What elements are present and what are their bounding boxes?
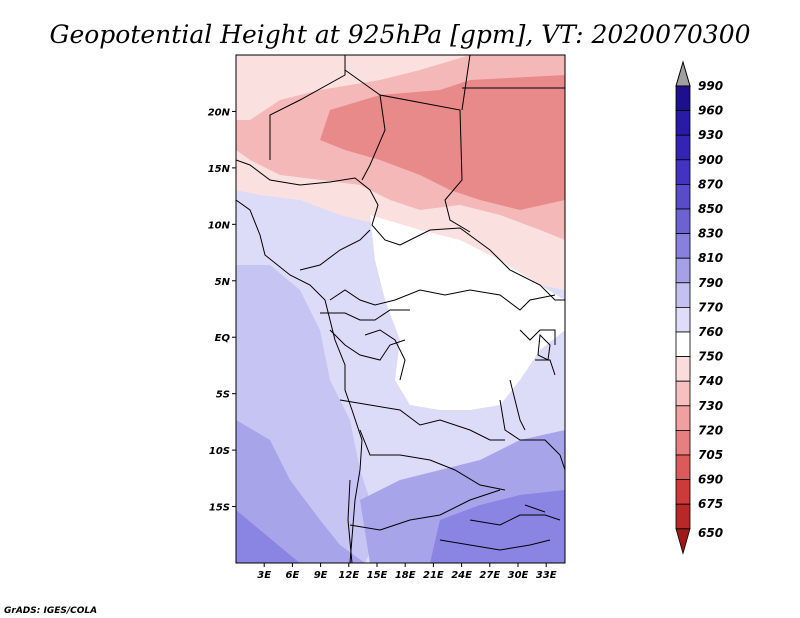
lon-tick-label: 6E [286, 570, 300, 581]
field-light-pink-2 [236, 150, 565, 290]
colorbar-swatch [675, 85, 691, 112]
lon-tick-label: 18E [395, 570, 416, 581]
colorbar-label: 740 [698, 374, 723, 388]
colorbar-swatch [675, 183, 691, 210]
field-light-pink [236, 55, 470, 120]
colorbar-top-arrow [675, 60, 691, 87]
map-panel [236, 55, 565, 563]
lon-tick-label: 24E [451, 570, 472, 581]
field-mid-blue [236, 420, 365, 563]
lat-tick-label: 20N [208, 107, 231, 118]
lat-tick-label: 5N [215, 277, 231, 288]
field-deep-blue [236, 510, 300, 563]
colorbar: 990 960 930 900 870 850 830 810 790 770 760 750 740 7… [675, 60, 723, 555]
colorbar-label: 650 [698, 526, 723, 540]
colorbar-swatch [675, 306, 691, 333]
colorbar-swatch [675, 233, 691, 259]
colorbar-label: 730 [698, 399, 723, 413]
lat-tick-label: 15S [209, 503, 230, 514]
colorbar-label: 900 [698, 153, 723, 167]
lat-tick-label: 10S [209, 446, 230, 457]
colorbar-swatch [675, 503, 691, 530]
colorbar-label: 690 [698, 473, 723, 487]
lat-tick-label: 15N [208, 164, 231, 175]
colorbar-label: 720 [698, 423, 723, 437]
latitude-axis: 20N 15N 10N 5N EQ 5S 10S 15S [208, 107, 236, 514]
colorbar-label: 930 [698, 128, 723, 142]
colorbar-swatch [675, 331, 691, 358]
credit-label: GrADS: IGES/COLA [4, 606, 97, 616]
colorbar-swatch [675, 110, 691, 136]
lakes [509, 333, 551, 513]
colorbar-label: 960 [698, 104, 723, 118]
colorbar-label: 870 [698, 177, 723, 191]
lon-tick-label: 33E [536, 570, 557, 581]
colorbar-label: 810 [698, 251, 723, 265]
lon-tick-label: 9E [314, 570, 328, 581]
lon-tick-label: 27E [479, 570, 500, 581]
colorbar-label: 990 [698, 79, 723, 93]
lat-tick-label: 10N [208, 220, 231, 231]
colorbar-label: 770 [698, 300, 723, 314]
country-borders [236, 55, 565, 563]
lon-tick-label: 3E [257, 570, 271, 581]
field-white [370, 215, 565, 410]
colorbar-swatch [675, 134, 691, 161]
page-title: Geopotential Height at 925hPa [gpm], VT:… [49, 20, 750, 49]
field-north-red [320, 75, 565, 210]
colorbar-label: 750 [698, 350, 723, 364]
colorbar-swatch [675, 356, 691, 382]
colorbar-label: 675 [698, 497, 723, 511]
colorbar-swatch [675, 528, 691, 555]
lat-tick-label: EQ [215, 333, 231, 344]
lon-tick-label: 30E [508, 570, 529, 581]
colorbar-label: 850 [698, 202, 723, 216]
colorbar-label: 790 [698, 276, 723, 290]
lon-tick-label: 12E [338, 570, 359, 581]
colorbar-swatch [675, 405, 691, 431]
colorbar-label: 705 [698, 448, 723, 462]
colorbar-swatch [675, 380, 691, 407]
colorbar-swatch [675, 159, 691, 185]
map-frame [235, 54, 566, 564]
colorbar-swatch [675, 454, 691, 481]
lat-tick-label: 5S [216, 390, 230, 401]
colorbar-swatch [675, 282, 691, 308]
colorbar-swatch [675, 257, 691, 284]
coastline [236, 199, 363, 563]
colorbar-swatch [675, 208, 691, 235]
lon-tick-label: 21E [423, 570, 444, 581]
colorbar-swatch [675, 429, 691, 456]
colorbar-swatch [675, 479, 691, 505]
colorbar-label: 760 [698, 325, 723, 339]
colorbar-label: 830 [698, 227, 723, 241]
lon-tick-label: 15E [367, 570, 388, 581]
longitude-axis: 3E 6E 9E 12E 15E 18E 21E 24E 27E 30E 33E [257, 563, 557, 581]
